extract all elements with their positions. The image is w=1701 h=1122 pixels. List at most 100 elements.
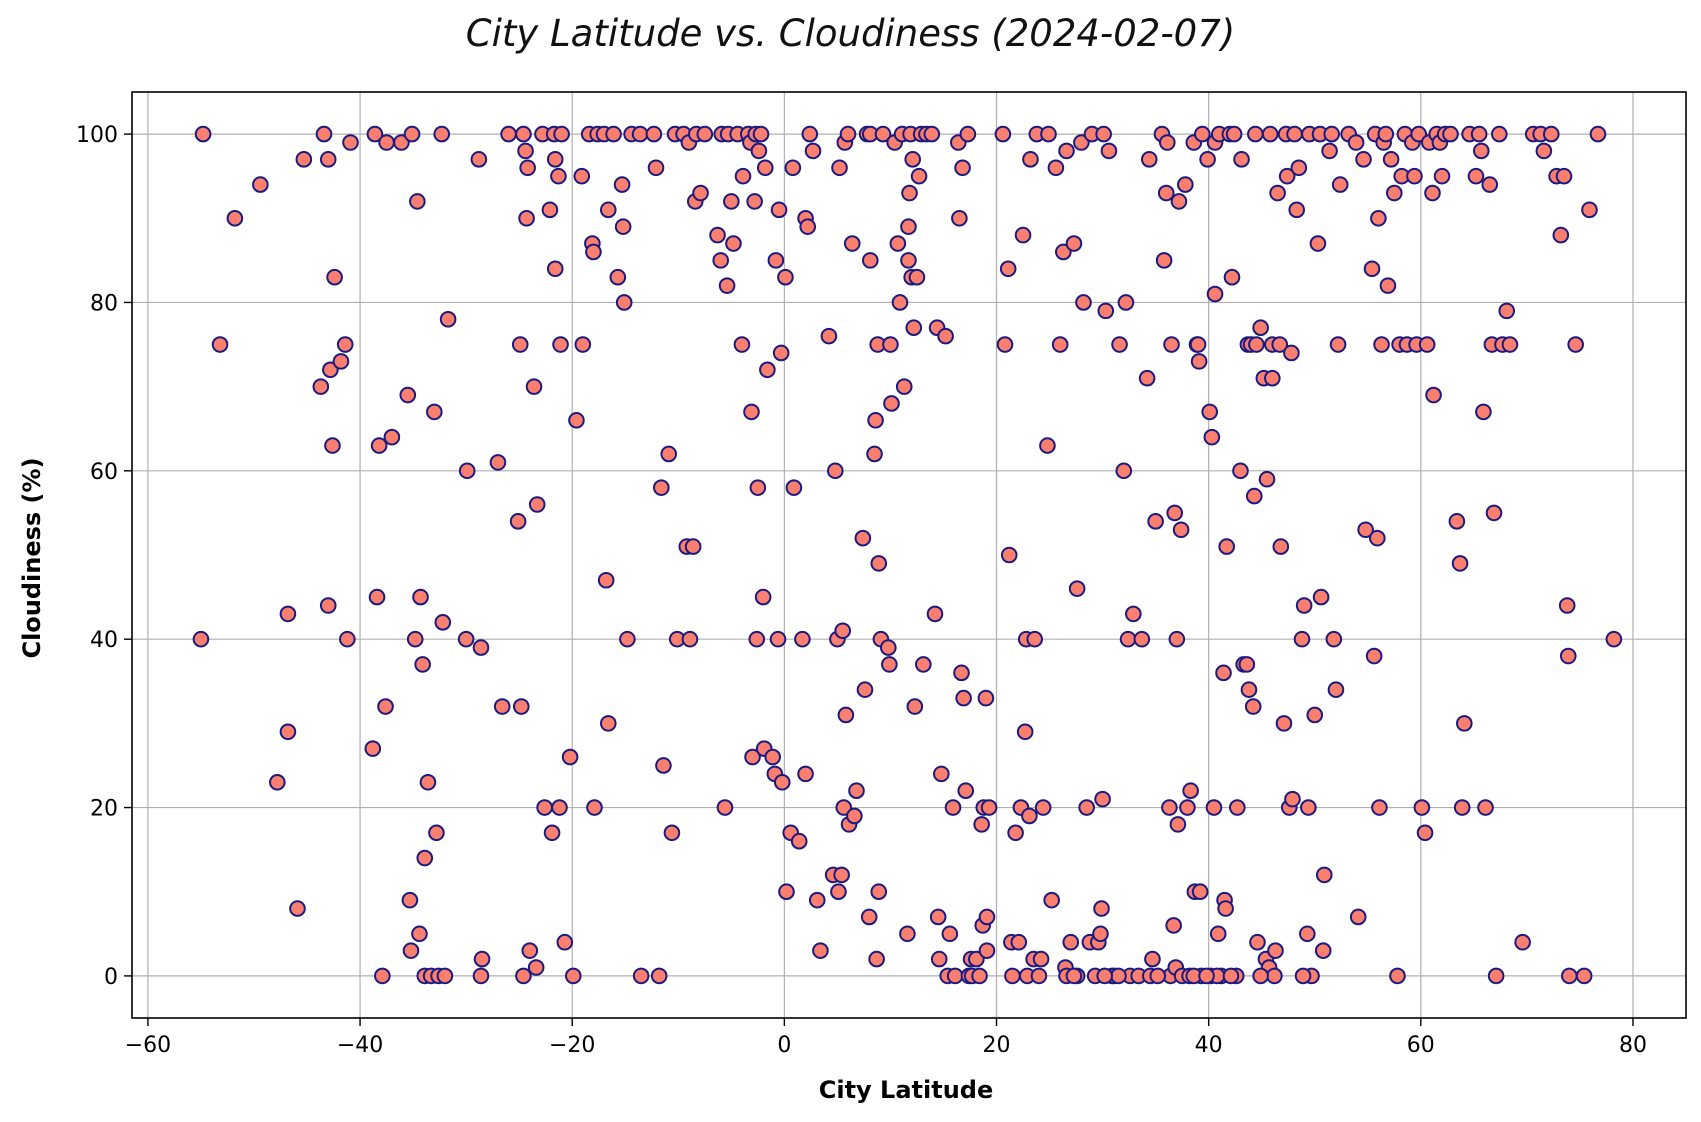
- data-point: [472, 967, 490, 985]
- data-point: [1206, 285, 1224, 303]
- data-point: [655, 757, 672, 774]
- data-point: [812, 942, 829, 959]
- data-point: [1043, 891, 1060, 909]
- data-point: [561, 748, 579, 766]
- data-point: [1252, 967, 1269, 985]
- data-point: [1026, 630, 1043, 648]
- data-point: [1309, 235, 1327, 252]
- data-point: [926, 605, 944, 623]
- data-point: [1233, 151, 1250, 168]
- data-point: [1272, 538, 1290, 555]
- data-point: [874, 125, 892, 143]
- data-point: [1485, 504, 1503, 522]
- y-tick-label: 40: [90, 628, 118, 653]
- data-point: [978, 942, 996, 959]
- data-point: [568, 412, 585, 429]
- data-point: [368, 588, 386, 606]
- data-point: [955, 689, 972, 707]
- data-point: [1205, 799, 1223, 816]
- data-point: [904, 151, 922, 168]
- data-point: [1589, 125, 1607, 143]
- data-point: [1300, 799, 1317, 816]
- data-point: [399, 386, 417, 404]
- data-point: [716, 799, 734, 816]
- data-point: [1030, 967, 1048, 985]
- data-point: [833, 866, 850, 884]
- data-point: [1209, 925, 1227, 943]
- data-point: [899, 925, 916, 943]
- data-point: [944, 799, 962, 816]
- data-point: [543, 824, 561, 842]
- data-point: [1125, 605, 1142, 623]
- data-point: [954, 159, 971, 177]
- data-point: [709, 226, 726, 244]
- data-point: [831, 159, 848, 177]
- data-point: [1284, 790, 1301, 808]
- chart-title: City Latitude vs. Cloudiness (2024-02-07…: [465, 12, 1236, 55]
- data-point: [402, 942, 420, 959]
- data-point: [748, 630, 766, 648]
- data-point: [1095, 125, 1112, 143]
- data-point: [1198, 967, 1215, 985]
- data-point: [881, 656, 898, 673]
- data-point: [1453, 799, 1471, 816]
- data-point: [718, 277, 736, 294]
- data-point: [412, 588, 429, 606]
- data-point: [428, 824, 445, 842]
- data-point: [647, 159, 665, 177]
- data-point: [650, 967, 668, 985]
- data-point: [1068, 580, 1086, 597]
- data-point: [1442, 125, 1459, 143]
- data-point: [1261, 125, 1279, 143]
- data-point: [613, 176, 631, 193]
- plot-frame: [131, 91, 1687, 1019]
- data-point: [778, 883, 795, 901]
- data-point: [552, 336, 569, 353]
- data-point: [536, 799, 553, 816]
- data-point: [319, 597, 337, 614]
- data-point: [749, 479, 767, 496]
- data-point: [521, 942, 539, 959]
- data-point: [326, 268, 343, 286]
- data-point: [1487, 967, 1505, 985]
- data-point: [615, 294, 633, 311]
- data-point: [541, 201, 559, 219]
- data-point: [1456, 715, 1473, 732]
- y-tick-label: 20: [90, 797, 118, 822]
- data-point: [804, 142, 822, 160]
- data-points: [192, 125, 1623, 985]
- data-point: [906, 698, 924, 715]
- data-point: [1477, 799, 1494, 816]
- data-point: [790, 832, 808, 850]
- data-point: [834, 622, 852, 640]
- data-point: [723, 193, 740, 210]
- data-point: [861, 252, 879, 269]
- data-point: [759, 361, 776, 379]
- data-point: [1355, 151, 1372, 168]
- data-point: [493, 698, 511, 715]
- data-point: [336, 336, 354, 353]
- data-point: [211, 336, 229, 353]
- data-point: [895, 378, 913, 395]
- data-point: [1110, 967, 1127, 985]
- data-point: [1203, 428, 1221, 446]
- data-point: [959, 125, 977, 143]
- data-point: [403, 125, 421, 143]
- data-point: [1271, 336, 1289, 353]
- data-point: [1040, 125, 1057, 143]
- data-point: [1559, 647, 1577, 665]
- data-point: [551, 799, 568, 816]
- data-point: [1032, 950, 1050, 968]
- data-point: [1161, 799, 1178, 816]
- data-point: [830, 883, 847, 901]
- data-point: [1155, 252, 1173, 269]
- data-point: [1467, 167, 1485, 185]
- data-point: [1247, 125, 1264, 143]
- data-point: [889, 235, 907, 252]
- data-point: [433, 125, 451, 143]
- data-point: [725, 235, 742, 252]
- data-point: [820, 327, 838, 345]
- data-point: [1096, 967, 1114, 985]
- data-point: [951, 209, 968, 227]
- y-tick-label: 0: [104, 965, 118, 990]
